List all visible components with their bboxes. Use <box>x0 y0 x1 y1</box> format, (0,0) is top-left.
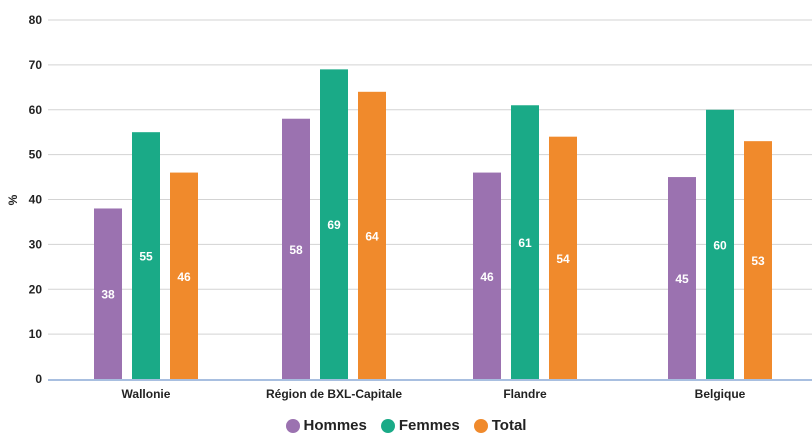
data-label: 64 <box>365 229 379 243</box>
category-label: Flandre <box>503 387 547 401</box>
legend-swatch <box>285 418 300 433</box>
bars: 38 55 46 58 69 64 46 61 54 45 60 53 <box>94 69 772 380</box>
bar-hommes-3 <box>668 177 696 379</box>
y-axis-label: % <box>6 194 20 205</box>
y-tick-label: 60 <box>29 103 43 117</box>
data-label: 61 <box>518 236 532 250</box>
data-label: 60 <box>713 238 727 252</box>
legend-item: Femmes <box>380 417 460 434</box>
gridlines <box>48 19 812 335</box>
bar-femmes-3 <box>706 109 734 379</box>
data-label: 58 <box>289 243 303 257</box>
category-labels: Wallonie Région de BXL-Capitale Flandre Bel… <box>122 387 746 401</box>
data-label: 69 <box>327 218 341 232</box>
y-tick-label: 30 <box>29 237 43 251</box>
category-label: Wallonie <box>122 387 171 401</box>
bar-total-2 <box>549 136 577 379</box>
legend-swatch <box>380 418 395 433</box>
y-tick-labels: 0 10 20 30 40 50 60 70 80 <box>29 13 43 386</box>
legend-item: Total <box>473 417 527 434</box>
legend-swatch <box>473 418 488 433</box>
y-tick-label: 40 <box>29 193 43 207</box>
y-tick-label: 10 <box>29 327 43 341</box>
bar-total-3 <box>744 141 772 379</box>
bar-total-1 <box>358 91 386 380</box>
bar-femmes-0 <box>132 132 160 379</box>
bar-femmes-2 <box>511 105 539 379</box>
data-label: 38 <box>101 288 115 302</box>
bar-hommes-1 <box>282 118 310 379</box>
category-label: Région de BXL-Capitale <box>266 387 402 401</box>
data-label: 53 <box>751 254 765 268</box>
category-label: Belgique <box>695 387 746 401</box>
bar-total-0 <box>170 172 198 379</box>
legend-label: Total <box>491 417 527 434</box>
legend: Hommes Femmes Total <box>0 417 812 434</box>
bar-hommes-0 <box>94 208 122 379</box>
legend-label: Hommes <box>303 417 367 434</box>
y-tick-label: 20 <box>29 282 43 296</box>
bar-hommes-2 <box>473 172 501 379</box>
y-tick-label: 70 <box>29 58 43 72</box>
y-tick-label: 50 <box>29 148 43 162</box>
legend-item: Hommes <box>285 417 367 434</box>
data-label: 54 <box>556 252 570 266</box>
bar-femmes-1 <box>320 69 348 380</box>
y-tick-label: 0 <box>35 372 42 386</box>
data-label: 46 <box>177 270 191 284</box>
data-label: 45 <box>675 272 689 286</box>
y-tick-label: 80 <box>29 13 43 27</box>
legend-label: Femmes <box>398 417 460 434</box>
data-label: 46 <box>480 270 494 284</box>
data-label: 55 <box>139 250 153 264</box>
